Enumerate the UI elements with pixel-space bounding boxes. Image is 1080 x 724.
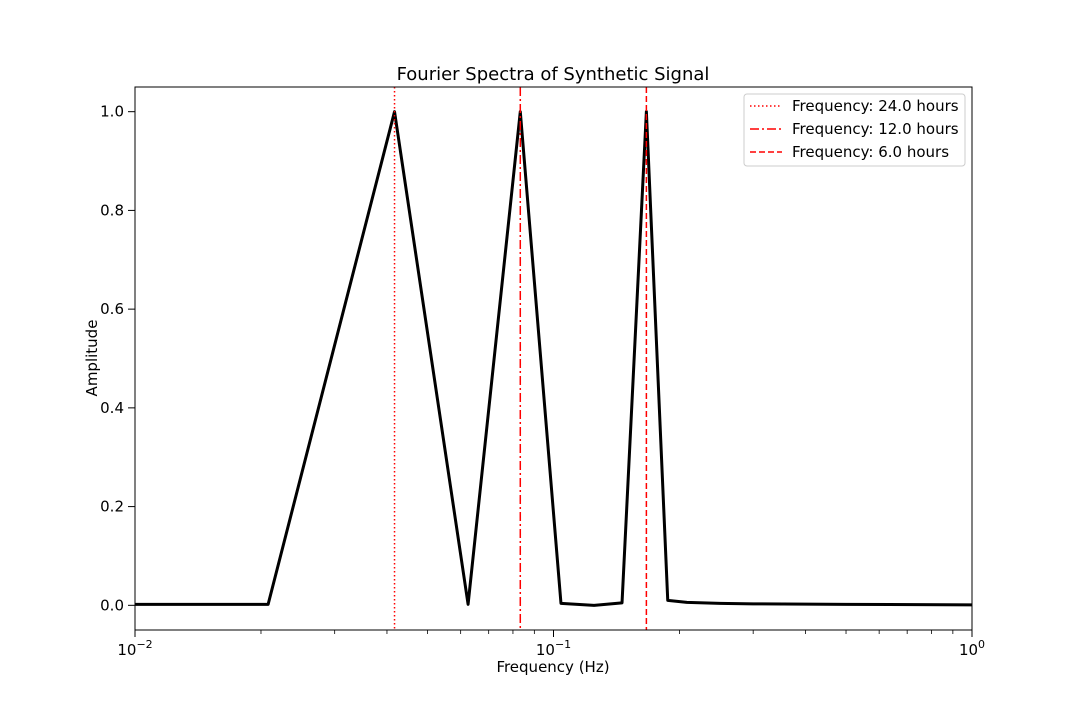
axes-frame [134,86,973,631]
y-tick-label: 0.8 [100,201,124,219]
ticks: 10−2 10−1 100 0.0 0.2 0.4 0.6 0.8 1.0 [100,103,985,659]
legend-label: Frequency: 6.0 hours [792,143,949,161]
chart-title: Fourier Spectra of Synthetic Signal [397,64,710,85]
x-tick-label: 100 [959,638,985,659]
y-tick-label: 0.2 [100,498,124,516]
legend-box [743,93,966,167]
y-tick-label: 1.0 [100,103,124,121]
x-tick-label: 10−1 [536,638,571,659]
x-tick-label: 10−2 [117,638,152,659]
legend-label: Frequency: 12.0 hours [792,120,959,138]
y-axis-label: Amplitude [83,320,101,397]
plot-area [135,87,972,630]
y-tick-label: 0.4 [100,399,124,417]
x-axis-label: Frequency (Hz) [496,658,609,676]
legend-label: Frequency: 24.0 hours [792,97,959,115]
legend: Frequency: 24.0 hours Frequency: 12.0 hou… [743,93,966,167]
spectrum-line-0 [135,110,972,607]
y-tick-label: 0.6 [100,300,124,318]
y-tick-label: 0.0 [100,596,124,614]
